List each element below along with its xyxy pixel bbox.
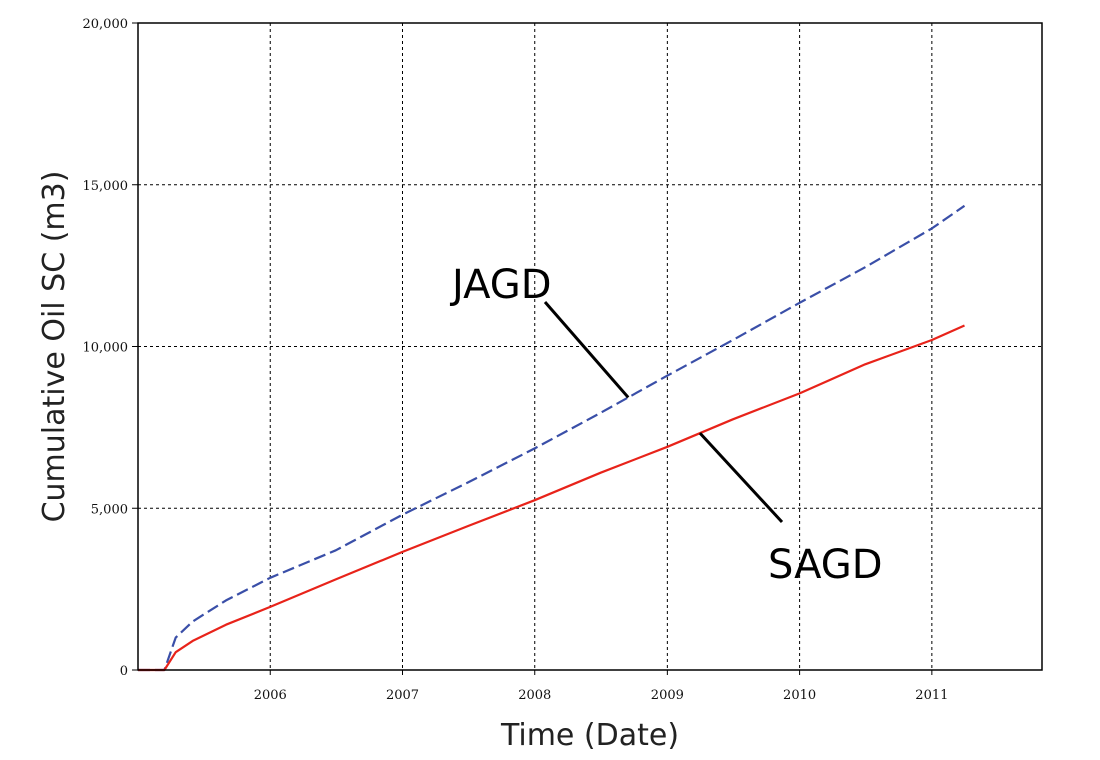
x-tick-label: 2006 bbox=[254, 688, 287, 703]
annotation-label-jagd: JAGD bbox=[449, 262, 552, 308]
y-tick-label: 20,000 bbox=[83, 17, 129, 32]
series-line-sagd bbox=[138, 324, 965, 672]
series-layer bbox=[138, 204, 966, 672]
x-axis-title: Time (Date) bbox=[500, 718, 679, 753]
annotation-leader-jagd bbox=[543, 301, 630, 399]
annotation-leader-sagd bbox=[698, 432, 784, 524]
series-line-jagd bbox=[138, 204, 966, 672]
y-axis-ticks: 0 5,000 10,000 15,000 20,000 bbox=[83, 17, 138, 679]
x-tick-label: 2007 bbox=[386, 688, 419, 703]
annotations: JAGD SAGD bbox=[449, 262, 883, 588]
x-tick-label: 2011 bbox=[915, 688, 948, 703]
y-tick-label: 10,000 bbox=[83, 341, 129, 356]
x-tick-label: 2010 bbox=[783, 688, 816, 703]
annotation-label-sagd: SAGD bbox=[768, 542, 883, 588]
x-tick-label: 2009 bbox=[651, 688, 684, 703]
y-axis-title: Cumulative Oil SC (m3) bbox=[37, 171, 72, 523]
y-tick-label: 15,000 bbox=[83, 179, 129, 194]
x-axis-ticks: 2006 2007 2008 2009 2010 2011 bbox=[254, 670, 948, 703]
x-tick-label: 2008 bbox=[518, 688, 551, 703]
grid-lines bbox=[138, 23, 1042, 670]
y-tick-label: 5,000 bbox=[91, 502, 128, 517]
y-tick-label: 0 bbox=[120, 664, 128, 679]
